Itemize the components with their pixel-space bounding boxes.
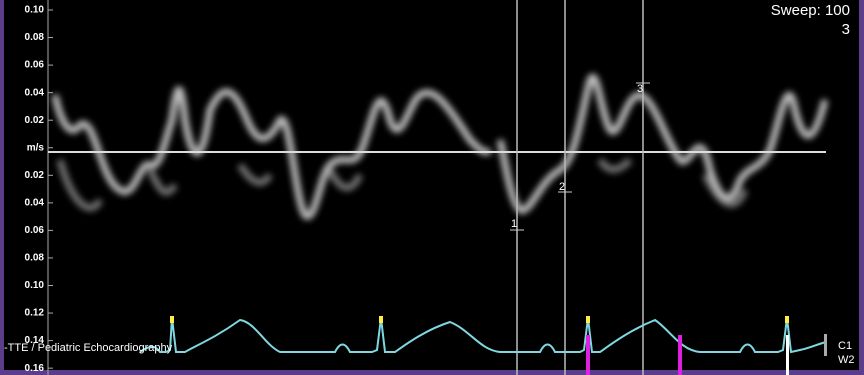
scale-label: m/s (27, 142, 45, 153)
display: 1 2 3 0.10 0.08 0.06 0.04 0.02 m/s 0.02 0.04 0.0… (0, 0, 864, 375)
preset-label: -TTE / Pediatric Echocardiography (4, 342, 173, 354)
event-marker (678, 335, 682, 375)
scale-label: 0.10 (25, 5, 45, 16)
cursor-label: 3 (637, 83, 643, 95)
right-label: W2 (838, 354, 855, 366)
scroll-marker (824, 334, 827, 356)
cursor-label: 1 (511, 218, 517, 230)
r-marker (785, 316, 789, 323)
scale-label: 0.08 (25, 32, 45, 43)
sweep-label: Sweep: 100 (771, 2, 850, 19)
scale-label: 0.04 (25, 197, 45, 208)
scale-label: 0.06 (25, 60, 45, 71)
scale-label: 0.02 (25, 170, 45, 181)
ultrasound-screen: 1 2 3 0.10 0.08 0.06 0.04 0.02 m/s 0.02 0.04 0.0… (0, 0, 864, 375)
scale-label: 0.06 (25, 225, 45, 236)
right-label: C1 (838, 340, 852, 352)
scale-label: 0.04 (25, 87, 45, 98)
event-marker (586, 335, 590, 375)
sweep-sub: 3 (842, 21, 850, 38)
scale-label: 0.12 (25, 308, 45, 319)
r-marker (170, 316, 174, 323)
r-marker (379, 316, 383, 323)
scale-label: 0.02 (25, 115, 45, 126)
scale-label: 0.08 (25, 253, 45, 264)
cursor-label: 2 (559, 181, 565, 193)
scale-label: 0.10 (25, 280, 45, 291)
scale-label: 0.16 (25, 363, 45, 374)
time-marker (786, 335, 789, 375)
r-marker (586, 316, 590, 323)
